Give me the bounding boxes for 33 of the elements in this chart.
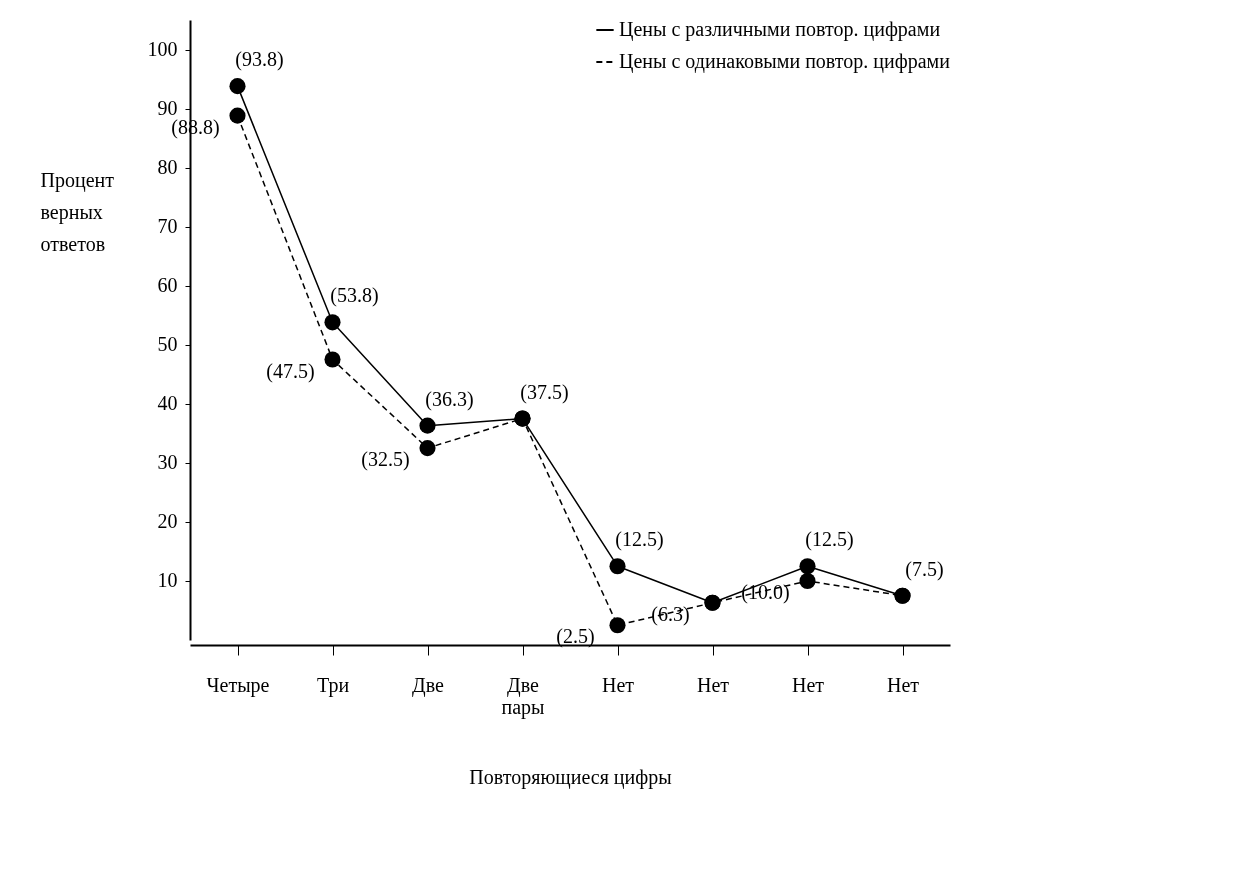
x-tick-label: Четыре xyxy=(206,673,270,697)
y-tick-label: 100 xyxy=(147,38,178,61)
y-tick-label: 50 xyxy=(157,333,178,356)
y-tick-label: 10 xyxy=(157,569,178,592)
data-label: (93.8) xyxy=(235,48,284,72)
data-label: (47.5) xyxy=(266,359,315,383)
data-label: (36.3) xyxy=(425,387,474,411)
data-label: (12.5) xyxy=(805,528,854,552)
x-tick-label: Три xyxy=(316,673,350,697)
y-tick-label: 30 xyxy=(157,451,178,474)
y-tick-label: 40 xyxy=(157,392,178,415)
x-tick-label: Две пары xyxy=(501,673,545,719)
data-label: (2.5) xyxy=(556,625,595,649)
y-tick-label: 60 xyxy=(157,274,178,297)
y-tick-label: 90 xyxy=(157,97,178,120)
x-tick-label: Нет xyxy=(791,673,825,696)
y-tick-label: 70 xyxy=(157,215,178,238)
y-axis-title: Процент верных ответов xyxy=(40,168,115,255)
legend-label: Цены с различными повтор. цифрами xyxy=(619,18,941,41)
data-label: (37.5) xyxy=(520,380,569,404)
data-label: (6.3) xyxy=(651,602,690,626)
x-tick-label: Нет xyxy=(886,673,920,696)
x-tick-label: Нет xyxy=(696,673,730,696)
data-label: (32.5) xyxy=(361,448,410,472)
legend-label: Цены с одинаковыми повтор. цифрами xyxy=(619,50,951,73)
x-tick-label: Две xyxy=(412,673,445,697)
data-label: (12.5) xyxy=(615,528,664,552)
y-tick-label: 80 xyxy=(157,156,178,179)
x-axis-title: Повторяющиеся цифры xyxy=(469,765,672,789)
y-tick-label: 20 xyxy=(157,510,178,533)
data-label: (53.8) xyxy=(330,284,379,308)
x-tick-label: Нет xyxy=(601,673,635,696)
data-label: (7.5) xyxy=(905,557,944,581)
